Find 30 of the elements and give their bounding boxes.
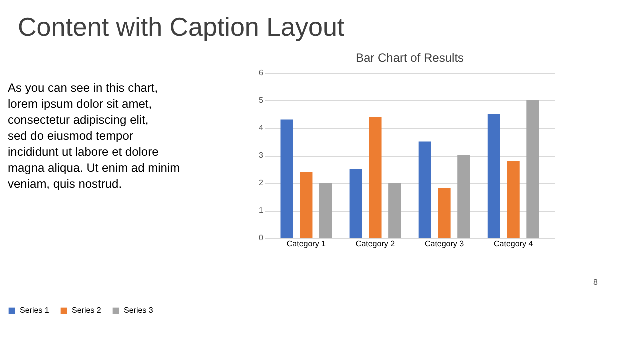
legend-label: Series 1: [20, 306, 50, 315]
legend-label: Series 3: [124, 306, 154, 315]
text: 8: [594, 278, 599, 287]
bar: [369, 117, 382, 238]
bar: [418, 142, 432, 238]
bar: [507, 161, 520, 238]
bar: [488, 114, 500, 238]
chart-title: Bar Chart of Results: [356, 51, 464, 65]
bar: [320, 183, 332, 238]
text: Content with Caption Layout: [18, 12, 346, 42]
bar: [526, 100, 540, 238]
y-tick-label: 4: [259, 124, 264, 132]
y-tick-label: 0: [259, 234, 264, 242]
bar: [300, 172, 313, 238]
bar: [438, 188, 451, 238]
y-tick-label: 2: [259, 178, 264, 188]
bar: [350, 169, 362, 238]
y-tick-label: 3: [259, 151, 264, 160]
y-tick-label: 1: [259, 206, 264, 215]
x-tick-label: Category 3: [424, 240, 465, 248]
bar: [280, 120, 294, 238]
x-tick-label: Category 4: [494, 240, 534, 248]
legend-label: Series 2: [72, 306, 102, 315]
x-tick-label: Category 1: [286, 240, 327, 248]
bar: [458, 156, 470, 238]
y-tick-label: 5: [259, 96, 264, 105]
x-tick-label: Category 2: [356, 240, 396, 248]
y-tick-label: 6: [259, 68, 264, 78]
bar: [388, 183, 402, 238]
text: As you can see in this chart, lorem ipsum dolor sit amet, consectetur adipiscing elit, sed do eiusmod tempor incididunt ut labore et dolore magna aliqua. Ut enim ad minim veniam, quis nostrud.: [8, 81, 180, 191]
